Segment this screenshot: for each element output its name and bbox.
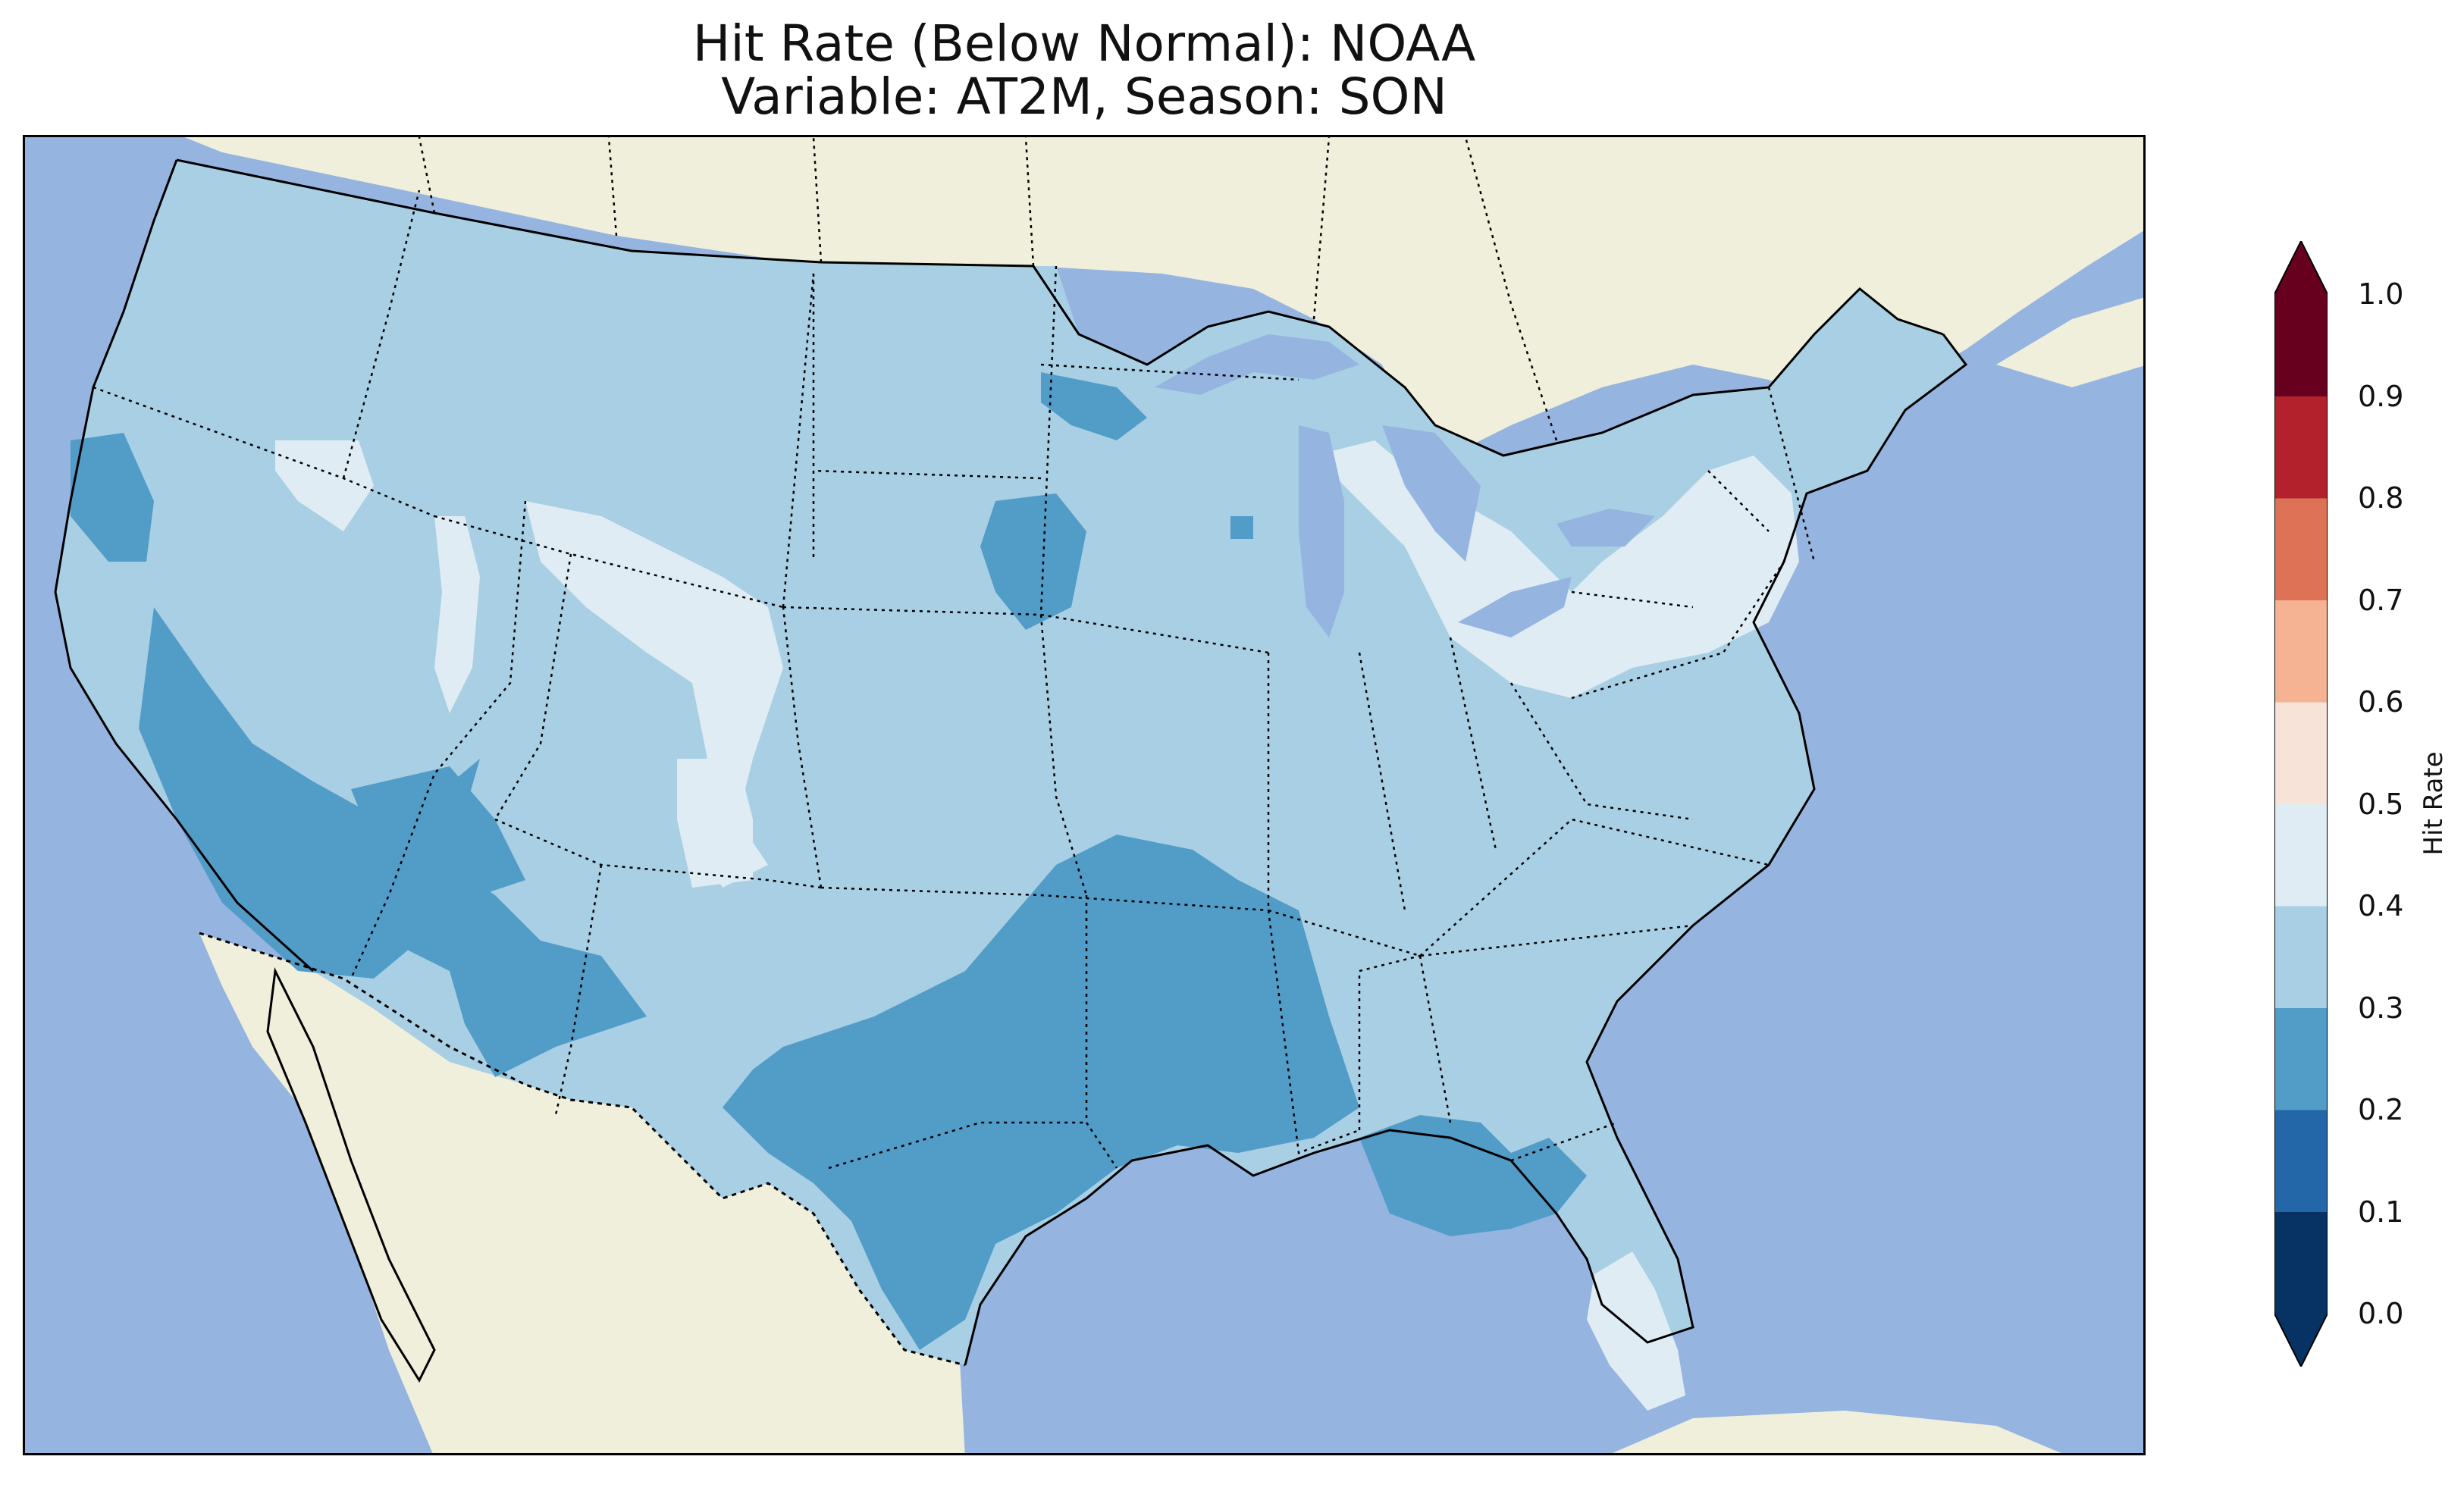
texas-arkansas-region [723,835,1359,1350]
minnesota-north-region [1041,372,1147,440]
colorbar-tick-label: 0.2 [2358,1093,2404,1126]
conus-hit-rate-base [55,160,1966,1365]
cuba-land [1612,1411,2061,1453]
map-title: Hit Rate (Below Normal): NOAA [692,14,1476,73]
baja-peninsula [266,966,436,1383]
west-coastline [54,159,315,973]
canada-us-border [176,158,1944,457]
colorbar-tick-label: 1.0 [2358,277,2404,311]
colorbar-tick-label: 0.7 [2358,583,2404,617]
colorbar-tick-label: 0.6 [2358,685,2404,719]
colorbar-bin-6 [2274,600,2328,703]
nova-scotia-land [1996,297,2143,387]
minnesota-dakota-region [980,493,1086,630]
florida-region [1587,1251,1685,1411]
colorbar-tick-label: 0.0 [2358,1297,2404,1330]
colorbar-bin-1 [2274,1110,2328,1212]
alabama-georgia-region [1359,1115,1587,1236]
state-borders [92,189,1816,1170]
lake-ontario [1556,509,1655,547]
colorbar-tick-label: 0.4 [2358,889,2404,922]
colorbar-bin-7 [2274,498,2328,600]
oregon-coast-region [71,433,154,562]
colorbar [2274,241,2328,1367]
canada-land [25,137,2143,456]
colorbar-extend-low [2274,1314,2328,1367]
canada-province-borders [418,137,1558,441]
arizona-newmexico-region [328,865,647,1077]
map-panel [23,135,2146,1455]
colorbar-tick-label: 0.8 [2358,481,2404,515]
colorado-region [677,759,753,888]
idaho-region [434,516,480,713]
lake-superior [1155,334,1359,395]
map-subtitle: Variable: AT2M, Season: SON [721,67,1447,126]
lake-michigan [1299,425,1344,637]
colorbar-bin-8 [2274,396,2328,499]
lake-erie [1458,577,1572,637]
utah-nevada-region [351,766,525,895]
colorbar-bin-0 [2274,1211,2328,1314]
colorbar-tick-label: 0.9 [2358,379,2404,413]
colorbar-extend-high [2274,241,2328,294]
wisconsin-region [1230,516,1253,539]
colorbar-tick-label: 0.5 [2358,787,2404,821]
us-mexico-border [199,932,966,1367]
colorbar-label: Hit Rate [2419,751,2449,856]
colorbar-bin-9 [2274,294,2328,396]
colorbar-bin-4 [2274,803,2328,907]
colorbar-bin-2 [2274,1007,2328,1110]
colorbar-bin-5 [2274,702,2328,804]
map-canvas [25,137,2143,1453]
colorbar-tick-label: 0.3 [2358,991,2404,1025]
lake-huron [1382,425,1481,562]
colorbar-bin-3 [2274,906,2328,1008]
colorbar-tick-label: 0.1 [2358,1195,2404,1229]
